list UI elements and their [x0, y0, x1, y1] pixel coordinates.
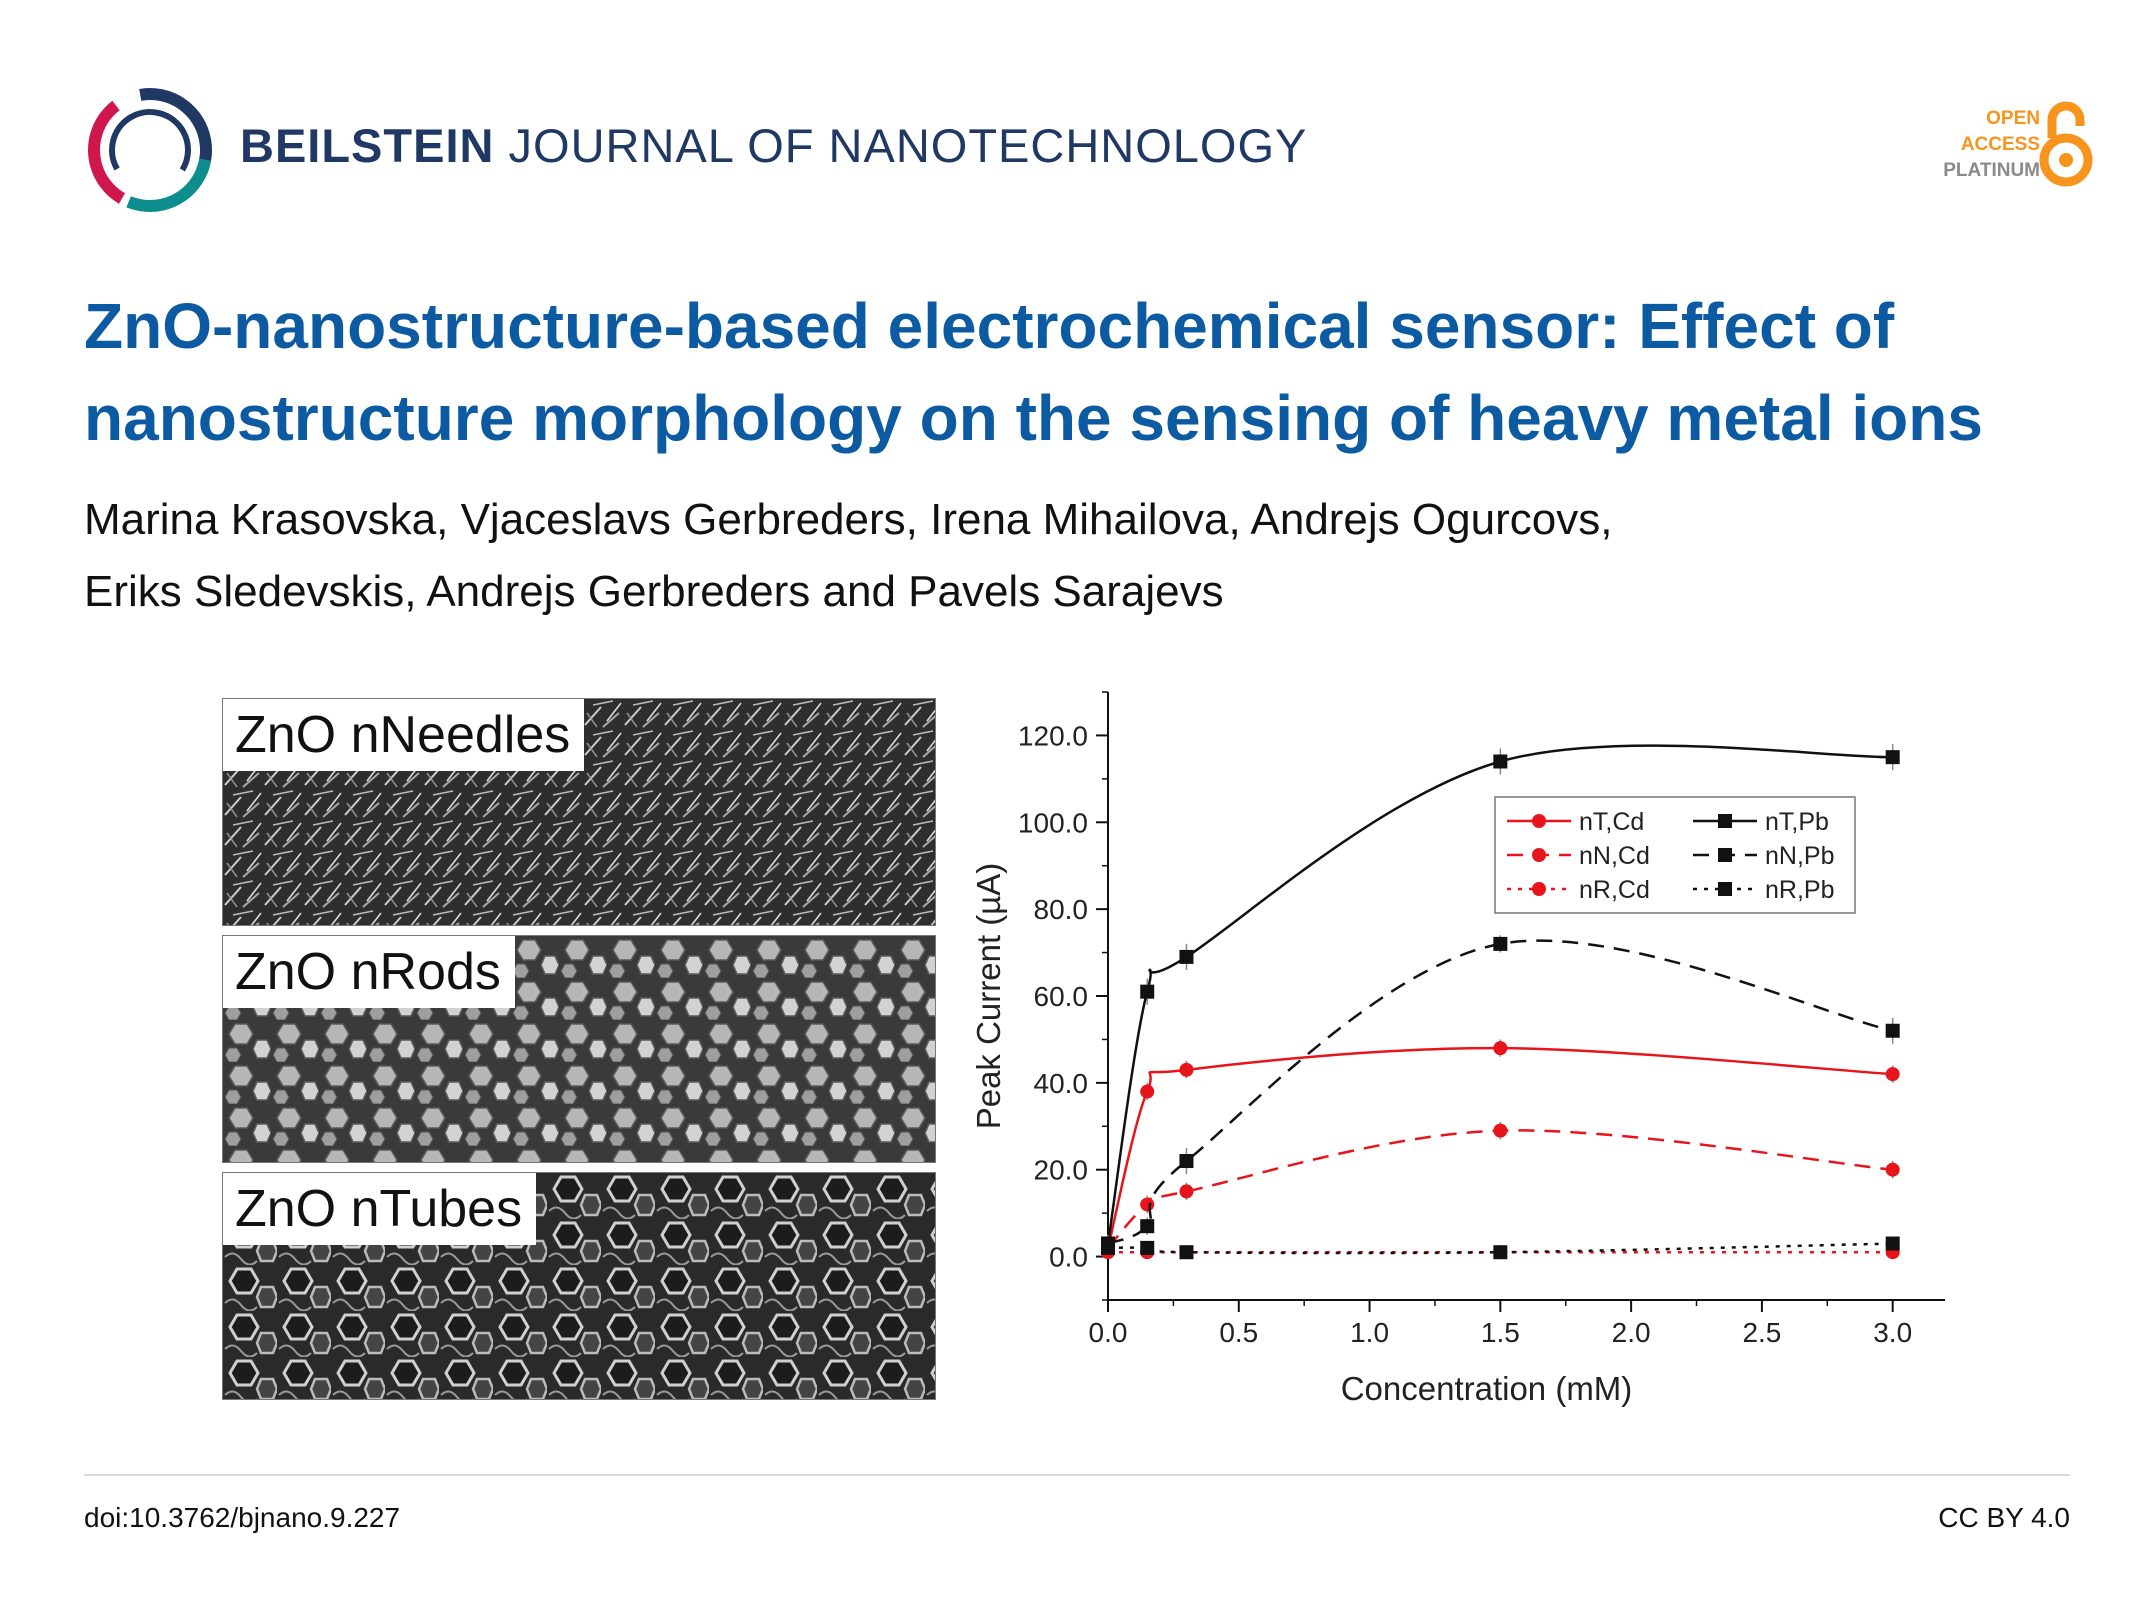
legend-label-ntcd: nT,Cd — [1579, 808, 1644, 836]
data-point-ntcd — [1179, 1062, 1194, 1077]
peak-current-chart: 0.0 0.5 1.0 1.5 2.0 2.5 3.0 0.0 20.0 40.0 60.0 80.0… — [970, 691, 1945, 1407]
y-tick-label: 80.0 — [1034, 894, 1089, 925]
oa-line1: OPEN — [1986, 108, 2040, 129]
micrograph-label-tubes: ZnO nTubes — [223, 1173, 537, 1245]
legend-marker-nrpb — [1718, 882, 1732, 896]
x-tick-label: 2.0 — [1612, 1317, 1651, 1348]
micrograph-label-needles: ZnO nNeedles — [223, 699, 585, 771]
y-tick-label: 120.0 — [1018, 720, 1088, 751]
legend-marker-nrcd — [1532, 882, 1546, 896]
x-tick-label: 1.0 — [1350, 1317, 1389, 1348]
data-point-ntcd — [1885, 1067, 1900, 1082]
series-line-ntpb — [1106, 744, 1893, 1244]
legend-label-nrpb: nR,Pb — [1765, 876, 1834, 904]
y-axis-label: Peak Current (µA) — [970, 863, 1007, 1130]
x-tick-label: 3.0 — [1873, 1317, 1912, 1348]
legend-label-nncd: nN,Cd — [1579, 842, 1650, 870]
series-line-ntcd — [1106, 1046, 1893, 1249]
y-tick-label: 60.0 — [1034, 981, 1089, 1012]
journal-name-rest: JOURNAL OF NANOTECHNOLOGY — [508, 119, 1308, 172]
journal-logo-icon — [88, 88, 212, 212]
open-access-lock-icon — [2039, 101, 2093, 187]
data-point-nrpb — [1101, 1240, 1115, 1255]
legend-marker-nncd — [1532, 848, 1546, 862]
data-point-nrpb — [1140, 1240, 1155, 1255]
oa-line3: PLATINUM — [1943, 160, 2040, 181]
data-point-ntpb — [1140, 984, 1155, 999]
data-point-ntpb — [1885, 750, 1900, 765]
data-point-nnpb — [1179, 1154, 1194, 1169]
data-point-nncd — [1179, 1184, 1194, 1199]
legend-box — [1494, 796, 1856, 914]
y-tick-label: 0.0 — [1049, 1242, 1088, 1273]
y-tick-label: 20.0 — [1034, 1155, 1089, 1186]
y-tick-label: 100.0 — [1018, 807, 1088, 838]
micrograph-ntubes: ZnO nTubes — [222, 1172, 936, 1400]
journal-name: BEILSTEIN JOURNAL OF NANOTECHNOLOGY — [240, 118, 1307, 173]
open-access-badge: OPEN ACCESS PLATINUM — [1943, 106, 2040, 184]
data-point-nnpb — [1885, 1023, 1900, 1038]
series-line-nncd — [1107, 1129, 1893, 1249]
micrograph-label-rods: ZnO nRods — [223, 936, 515, 1008]
authors-line2: Eriks Sledevskis, Andrejs Gerbreders and… — [84, 567, 1224, 616]
chart-layer: 0.0 0.5 1.0 1.5 2.0 2.5 3.0 0.0 20.0 40.0 60.0 80.0… — [970, 691, 1945, 1407]
data-point-nncd — [1493, 1123, 1508, 1138]
author-list: Marina Krasovska, Vjaceslavs Gerbreders,… — [84, 484, 1984, 628]
micrograph-nneedles: ZnO nNeedles — [222, 698, 936, 926]
data-point-ntpb — [1179, 949, 1194, 964]
legend-marker-ntcd — [1532, 814, 1546, 828]
data-point-nncd — [1140, 1197, 1155, 1212]
data-point-nnpb — [1493, 936, 1508, 951]
legend-marker-ntpb — [1718, 814, 1732, 828]
data-point-ntcd — [1140, 1084, 1155, 1099]
data-point-nncd — [1885, 1162, 1900, 1177]
x-tick-label: 0.5 — [1219, 1317, 1258, 1348]
paper-title: ZnO-nanostructure-based electrochemical … — [84, 290, 1983, 454]
legend-marker-nnpb — [1718, 848, 1732, 862]
data-point-ntcd — [1493, 1041, 1508, 1056]
data-point-nrpb — [1885, 1236, 1900, 1251]
doi-text: doi:10.3762/bjnano.9.227 — [84, 1502, 401, 1533]
legend-label-nrcd: nR,Cd — [1579, 876, 1650, 904]
data-point-nrpb — [1493, 1245, 1508, 1260]
journal-name-bold: BEILSTEIN — [240, 119, 495, 172]
legend-label-nnpb: nN,Pb — [1765, 842, 1834, 870]
micrograph-nrods: ZnO nRods — [222, 935, 936, 1163]
footer-divider — [84, 1474, 2070, 1476]
data-point-nnpb — [1140, 1219, 1155, 1234]
x-tick-label: 2.5 — [1742, 1317, 1781, 1348]
data-point-nrpb — [1179, 1245, 1194, 1260]
authors-line1: Marina Krasovska, Vjaceslavs Gerbreders,… — [84, 495, 1613, 544]
series-line-nnpb — [1107, 939, 1893, 1245]
oa-line2: ACCESS — [1960, 134, 2040, 155]
x-axis-label: Concentration (mM) — [1341, 1370, 1633, 1407]
y-tick-label: 40.0 — [1034, 1068, 1089, 1099]
x-tick-label: 1.5 — [1481, 1317, 1520, 1348]
legend-label-ntpb: nT,Pb — [1765, 808, 1829, 836]
data-point-ntpb — [1493, 754, 1508, 769]
license-text: CC BY 4.0 — [1938, 1502, 2070, 1533]
x-tick-label: 0.0 — [1089, 1317, 1128, 1348]
